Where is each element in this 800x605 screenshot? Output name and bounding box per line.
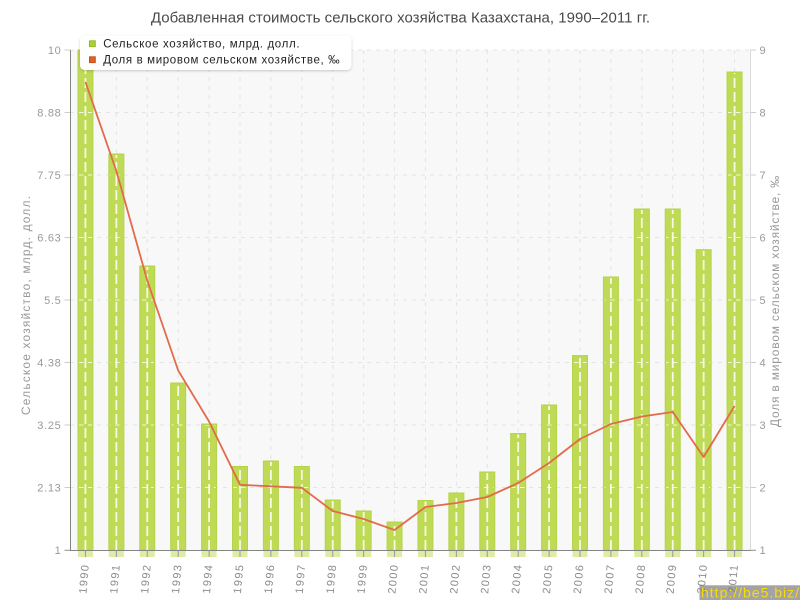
svg-text:5: 5 xyxy=(760,295,767,307)
svg-text:http://be5.biz/: http://be5.biz/ xyxy=(701,585,800,601)
svg-text:Доля в мировом сельском хозяйс: Доля в мировом сельском хозяйстве, ‰ xyxy=(768,175,782,427)
svg-text:6: 6 xyxy=(760,233,767,245)
svg-text:2.13: 2.13 xyxy=(37,483,61,495)
svg-text:6.63: 6.63 xyxy=(37,233,61,245)
svg-text:8: 8 xyxy=(760,108,767,120)
svg-text:7: 7 xyxy=(760,170,767,182)
svg-text:1: 1 xyxy=(55,545,62,557)
svg-text:10: 10 xyxy=(48,45,62,57)
svg-text:9: 9 xyxy=(760,45,767,57)
svg-text:Сельское хозяйство, млрд. долл: Сельское хозяйство, млрд. долл. xyxy=(103,38,300,50)
svg-text:Добавленная стоимость сельског: Добавленная стоимость сельского хозяйств… xyxy=(151,10,650,27)
svg-text:Доля в мировом сельском хозяйс: Доля в мировом сельском хозяйстве, ‰ xyxy=(103,54,340,66)
svg-text:4: 4 xyxy=(760,358,767,370)
svg-text:Сельское хозяйство, млрд. долл: Сельское хозяйство, млрд. долл. xyxy=(19,195,33,415)
svg-text:3: 3 xyxy=(760,420,767,432)
svg-text:7.75: 7.75 xyxy=(37,170,61,182)
svg-text:3.25: 3.25 xyxy=(37,420,61,432)
svg-text:1: 1 xyxy=(760,545,767,557)
svg-text:2: 2 xyxy=(760,483,767,495)
svg-text:8.88: 8.88 xyxy=(37,108,61,120)
svg-text:4.38: 4.38 xyxy=(37,358,61,370)
svg-text:5.5: 5.5 xyxy=(44,295,61,307)
